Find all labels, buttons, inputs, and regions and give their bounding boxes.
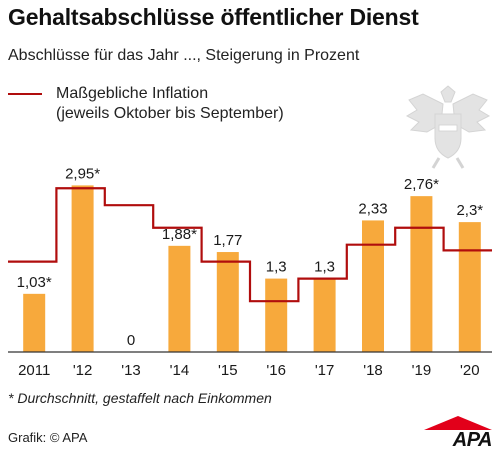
- data-label-6: 1,3: [314, 259, 335, 276]
- chart-subtitle: Abschlüsse für das Jahr ..., Steigerung …: [8, 47, 360, 64]
- apa-logo-icon: [424, 416, 492, 430]
- data-label-4: 1,77: [213, 232, 242, 249]
- apa-logo-text: APA: [452, 429, 493, 451]
- data-label-3: 1,88*: [162, 226, 197, 243]
- bar-7: [362, 220, 384, 352]
- legend-inflation-swatch: [8, 93, 42, 95]
- credit: Grafik: © APA: [8, 430, 88, 445]
- chart-title: Gehaltsabschlüsse öffentlicher Dienst: [8, 4, 419, 30]
- x-tick-label-1: '12: [73, 362, 93, 379]
- bar-3: [168, 245, 191, 352]
- bar-4: [216, 252, 239, 352]
- x-tick-label-9: '20: [460, 362, 480, 379]
- legend: Maßgebliche Inflation (jeweils Oktober b…: [8, 84, 284, 124]
- bar-8: [410, 196, 433, 352]
- x-tick-label-3: '14: [170, 362, 190, 379]
- x-tick-label-7: '18: [363, 362, 383, 379]
- data-label-2: 0: [127, 332, 135, 349]
- bar-9: [458, 222, 481, 352]
- x-tick-label-0: 2011: [18, 362, 50, 379]
- inflation-line: [8, 187, 492, 303]
- bar-0: [23, 293, 46, 352]
- data-label-1: 2,95*: [65, 165, 100, 182]
- bar-5: [265, 278, 288, 352]
- austrian-eagle-icon: [405, 85, 491, 169]
- data-label-8: 2,76*: [404, 176, 439, 193]
- legend-line-1: Maßgebliche Inflation: [56, 85, 209, 102]
- x-tick-label-2: '13: [121, 362, 141, 379]
- data-label-5: 1,3: [266, 259, 287, 276]
- legend-line-2: (jeweils Oktober bis September): [56, 105, 284, 122]
- data-label-0: 1,03*: [17, 274, 52, 291]
- legend-inflation-label: Maßgebliche Inflation (jeweils Oktober b…: [56, 84, 284, 124]
- bar-6: [313, 278, 336, 352]
- x-tick-label-6: '17: [315, 362, 335, 379]
- bar-1: [71, 185, 94, 352]
- x-tick-label-8: '19: [412, 362, 432, 379]
- x-tick-label-4: '15: [218, 362, 238, 379]
- footnote: * Durchschnitt, gestaffelt nach Einkomme…: [8, 390, 272, 406]
- x-tick-label-5: '16: [266, 362, 286, 379]
- data-label-7: 2,33: [358, 200, 387, 217]
- data-label-9: 2,3*: [456, 202, 483, 219]
